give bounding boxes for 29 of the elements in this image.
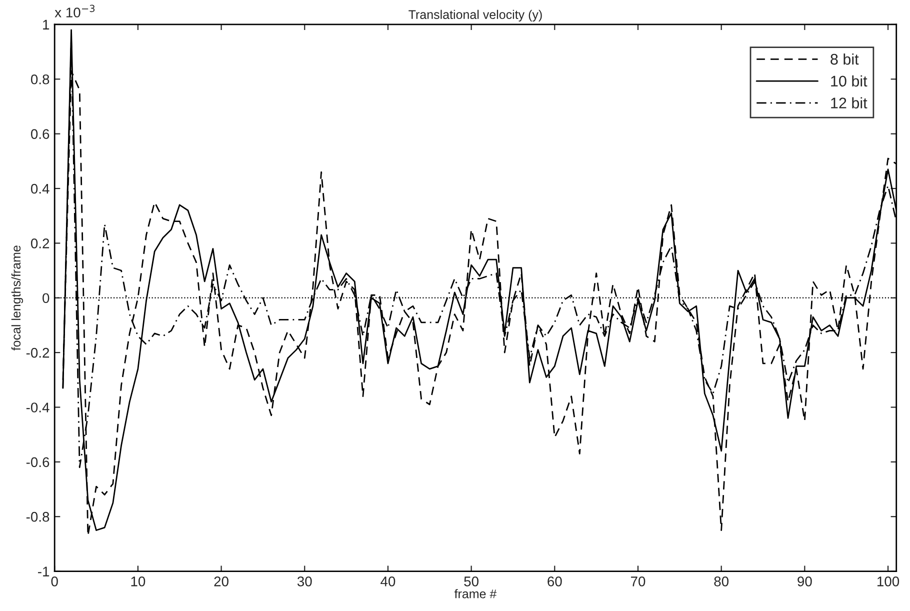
y-tick-label: 0: [42, 293, 50, 304]
legend-label: 10 bit: [831, 75, 868, 87]
text: x 10$^{−3}$: [54, 4, 95, 18]
y-tick-label: 0.8: [30, 74, 50, 84]
legend-label: 8 bit: [830, 53, 859, 65]
y-tick-label: -0.2: [26, 348, 50, 358]
chart-title: Translational velocity (y): [408, 10, 542, 22]
y-tick-label: 0.6: [30, 129, 50, 139]
x-tick-label: 30: [297, 576, 312, 586]
y-tick-label: -0.4: [26, 402, 50, 412]
y-tick-label: -0.8: [26, 512, 50, 522]
y-tick-label: 0.4: [30, 184, 50, 194]
x-tick-label: 0: [51, 576, 58, 586]
x-tick-label: 70: [630, 576, 646, 586]
y-tick-label: -0.6: [26, 457, 50, 468]
legend-label: 12 bit: [831, 97, 868, 108]
y-tick-label: 1: [43, 20, 50, 30]
y-tick-label: 0.2: [30, 238, 50, 248]
x-axis-title: frame #: [454, 589, 497, 598]
x-tick-label: 100: [877, 576, 900, 586]
x-tick-label: 60: [548, 576, 562, 586]
x-tick-label: 40: [380, 576, 396, 586]
y-tick-label: -1: [38, 566, 50, 576]
x-tick-label: 90: [798, 576, 812, 586]
y-axis-title: focal lengths/frame: [11, 246, 24, 350]
x-tick-label: 20: [214, 576, 228, 586]
x-tick-label: 80: [714, 576, 729, 586]
x-tick-label: 10: [131, 576, 146, 586]
x-tick-label: 50: [464, 576, 478, 586]
